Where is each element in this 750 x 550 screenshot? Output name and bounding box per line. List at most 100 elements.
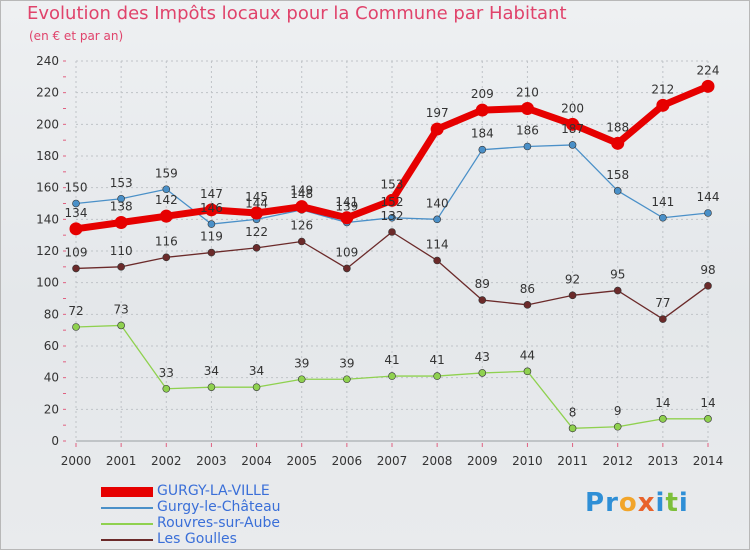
data-label: 95 (610, 268, 625, 282)
data-label: 109 (335, 245, 358, 259)
data-label: 41 (430, 353, 445, 367)
data-label: 141 (335, 195, 358, 209)
x-tick-label: 2012 (602, 454, 633, 468)
data-point (568, 424, 577, 433)
data-point (520, 102, 534, 115)
logo-letter: i (655, 488, 666, 518)
y-tick-label: 180 (36, 149, 59, 163)
y-tick-label: 60 (44, 339, 59, 353)
data-point (701, 79, 715, 93)
data-point (433, 256, 441, 265)
legend-label: Gurgy-le-Château (157, 499, 281, 515)
data-label: 109 (65, 245, 88, 259)
data-point (613, 187, 622, 195)
data-label: 44 (520, 348, 535, 362)
y-tick-label: 20 (44, 402, 59, 416)
y-tick-label: 100 (36, 276, 59, 290)
data-point (478, 145, 487, 154)
data-label: 77 (655, 296, 670, 310)
data-label: 116 (155, 234, 178, 248)
data-label: 142 (155, 193, 178, 207)
data-point (117, 321, 125, 330)
data-label: 150 (65, 181, 88, 195)
data-label: 186 (516, 124, 539, 138)
data-label: 152 (381, 195, 404, 209)
data-point (385, 193, 399, 207)
data-label: 92 (565, 272, 580, 286)
proxiti-logo: Proxiti (585, 488, 689, 518)
data-label: 224 (697, 63, 720, 77)
y-tick-label: 160 (36, 181, 59, 195)
data-label: 8 (569, 405, 577, 419)
x-tick-label: 2011 (557, 454, 588, 468)
data-point (704, 282, 712, 290)
data-point (297, 375, 306, 384)
data-label: 141 (651, 195, 674, 209)
chart-subtitle: (en € et par an) (29, 29, 124, 43)
x-tick-label: 2003 (196, 454, 227, 468)
data-point (295, 200, 309, 214)
x-tick-label: 2013 (648, 454, 679, 468)
data-label: 14 (655, 396, 670, 410)
data-point (114, 216, 128, 229)
logo-letter: t (665, 488, 679, 518)
data-label: 98 (700, 263, 715, 277)
data-point (475, 103, 489, 117)
data-point (613, 422, 622, 431)
data-point (207, 383, 216, 391)
x-tick-label: 2014 (693, 454, 724, 468)
data-label: 197 (426, 106, 449, 120)
data-label: 132 (381, 209, 404, 223)
data-label: 33 (159, 366, 174, 380)
data-point (704, 415, 712, 423)
data-label: 134 (65, 206, 88, 220)
data-label: 146 (200, 201, 223, 215)
data-point (72, 323, 80, 331)
data-point (252, 383, 261, 391)
data-label: 14 (700, 396, 715, 410)
data-point (162, 253, 171, 262)
data-label: 119 (200, 230, 223, 244)
data-point (478, 369, 487, 377)
data-point (207, 248, 216, 257)
data-point (659, 415, 667, 423)
data-point (568, 141, 577, 149)
data-point (162, 185, 171, 194)
data-label: 149 (290, 184, 313, 198)
logo-letter: o (618, 488, 638, 518)
x-tick-label: 2001 (106, 454, 137, 468)
data-point (659, 213, 667, 222)
data-point (388, 213, 396, 222)
data-label: 89 (475, 277, 490, 291)
data-point (69, 222, 83, 236)
data-label: 122 (245, 225, 268, 239)
data-label: 188 (606, 120, 629, 134)
data-label: 34 (204, 364, 219, 378)
data-label: 148 (290, 187, 313, 201)
y-tick-label: 220 (36, 86, 59, 100)
data-label: 144 (245, 196, 268, 210)
data-point (250, 206, 264, 220)
data-label: 72 (68, 304, 83, 318)
data-label: 114 (426, 238, 449, 252)
legend-label: Rouvres-sur-Aube (157, 515, 280, 531)
y-tick-label: 120 (36, 244, 59, 258)
y-tick-label: 240 (36, 54, 59, 68)
data-label: 187 (561, 122, 584, 136)
data-label: 43 (475, 350, 490, 364)
data-point (478, 296, 487, 304)
data-point (343, 375, 351, 384)
data-point (72, 199, 80, 208)
data-label: 144 (697, 190, 720, 204)
data-point (297, 237, 306, 246)
x-tick-label: 2009 (467, 454, 498, 468)
x-tick-label: 2010 (512, 454, 543, 468)
legend-label: GURGY-LA-VILLE (157, 483, 270, 499)
x-tick-label: 2000 (61, 454, 92, 468)
data-point (204, 203, 218, 217)
x-tick-label: 2007 (377, 454, 408, 468)
data-label: 138 (110, 200, 133, 214)
data-label: 209 (471, 87, 494, 101)
data-label: 184 (471, 127, 494, 141)
